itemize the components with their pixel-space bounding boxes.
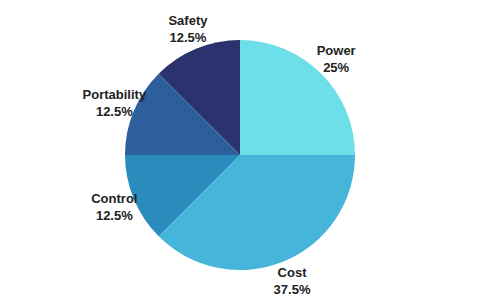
svg-text:Portability12.5%: Portability12.5% [83, 87, 147, 119]
svg-text:Cost37.5%: Cost37.5% [274, 265, 311, 297]
svg-text:Control12.5%: Control12.5% [91, 191, 137, 223]
svg-text:Safety12.5%: Safety12.5% [168, 13, 208, 45]
svg-text:Power25%: Power25% [317, 43, 356, 75]
